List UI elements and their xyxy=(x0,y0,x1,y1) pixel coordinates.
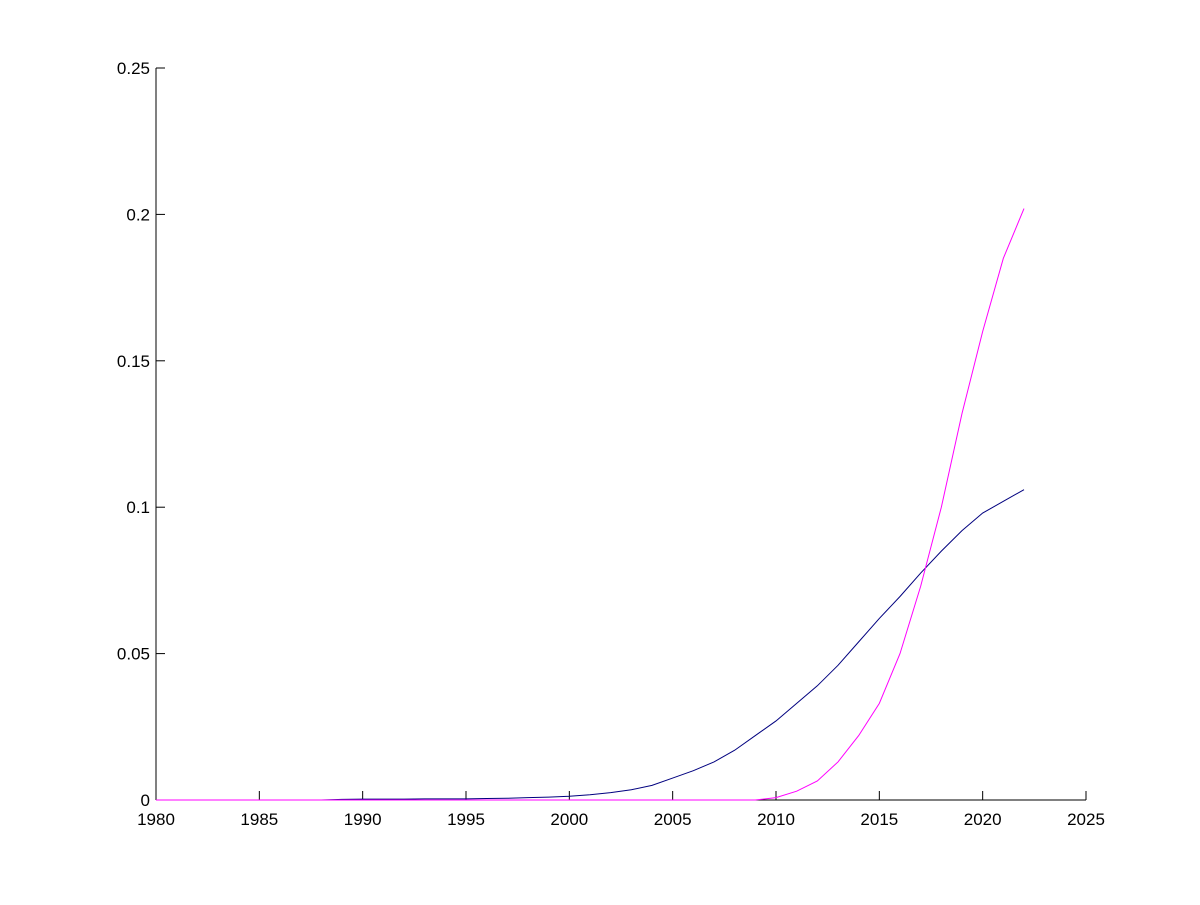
x-tick-label: 2025 xyxy=(1067,810,1105,829)
x-tick-label: 2005 xyxy=(654,810,692,829)
y-tick-label: 0 xyxy=(141,791,150,810)
y-tick-label: 0.2 xyxy=(126,205,150,224)
series-line xyxy=(156,208,1025,801)
x-tick-label: 1990 xyxy=(344,810,382,829)
x-tick-label: 1985 xyxy=(240,810,278,829)
x-tick-label: 2000 xyxy=(550,810,588,829)
y-tick-label: 0.1 xyxy=(126,498,150,517)
series-line xyxy=(156,489,1025,801)
x-tick-label: 1980 xyxy=(137,810,175,829)
x-tick-label: 2010 xyxy=(757,810,795,829)
y-tick-label: 0.15 xyxy=(117,352,150,371)
x-tick-label: 2020 xyxy=(964,810,1002,829)
y-tick-label: 0.25 xyxy=(117,59,150,78)
x-tick-label: 2015 xyxy=(860,810,898,829)
x-tick-label: 1995 xyxy=(447,810,485,829)
y-tick-label: 0.05 xyxy=(117,645,150,664)
